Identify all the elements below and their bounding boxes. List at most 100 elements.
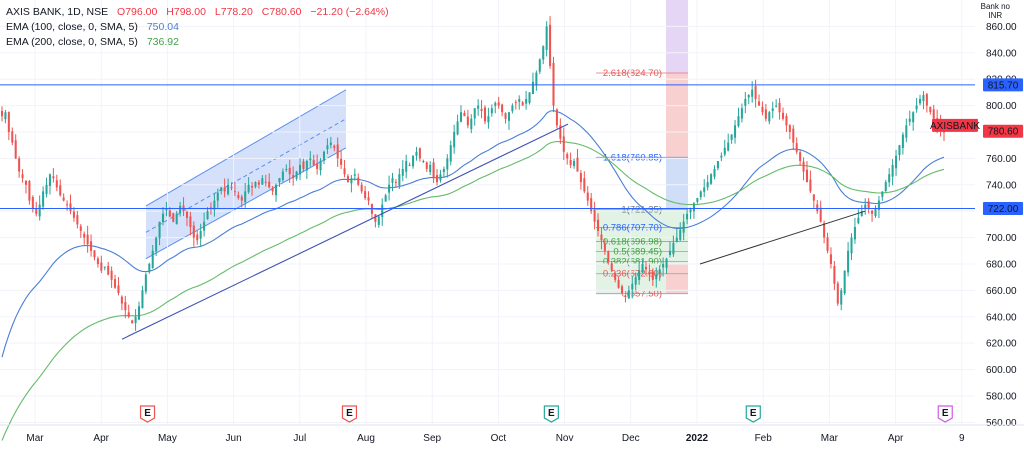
candle-body <box>28 181 31 201</box>
candle-body <box>925 94 928 106</box>
candle-body <box>490 108 493 114</box>
candle-body <box>329 142 332 145</box>
candle-body <box>155 237 158 252</box>
candle-body <box>96 258 99 264</box>
y-tick-label: 680.00 <box>986 259 1017 270</box>
candle-body <box>829 254 832 264</box>
candle-body <box>552 62 555 106</box>
candle-body <box>799 152 802 162</box>
candle-body <box>292 175 295 179</box>
candle-body <box>18 158 21 172</box>
candle-body <box>744 98 747 106</box>
fib-level-label: 1.618(760.85) <box>603 152 662 163</box>
price-axis[interactable]: 560.00 580.00 600.00 620.00 640.00 660.00 680.… <box>930 22 1023 429</box>
candle-body <box>209 207 212 209</box>
x-tick-label: Feb <box>755 433 773 444</box>
y-tick-label: 700.00 <box>986 233 1017 244</box>
trend-lines <box>121 123 866 340</box>
candle-body <box>93 250 96 258</box>
candle-body <box>624 295 627 297</box>
candle-body <box>333 145 336 148</box>
candle-body <box>24 180 28 185</box>
candle-body <box>792 128 795 143</box>
candle-body <box>278 178 281 183</box>
candle-body <box>713 168 716 177</box>
candle-body <box>521 102 524 106</box>
candle-body <box>288 167 291 175</box>
candle-body <box>600 234 603 241</box>
candle-body <box>422 161 425 163</box>
candle-body <box>696 197 699 202</box>
candle-body <box>120 296 123 304</box>
candle-body <box>631 283 634 290</box>
candle-body <box>555 109 558 126</box>
candle-body <box>264 181 267 183</box>
earnings-marker-label: E <box>942 408 949 419</box>
candle-body <box>134 316 137 324</box>
earnings-marker <box>543 405 559 423</box>
candle-body <box>836 283 839 304</box>
fibonacci-extension: 2.618(824.70) 1.618(760.85) 1(721.35) 0.786… <box>596 0 688 300</box>
candle-body <box>686 213 689 220</box>
candle-body <box>751 89 754 97</box>
fib-band-2618 <box>666 72 688 158</box>
candle-body <box>100 262 103 271</box>
price-label-box <box>983 124 1023 138</box>
x-tick-label: 9 <box>959 433 965 444</box>
candle-body <box>319 161 322 171</box>
fib-level-label: 2.618(824.70) <box>603 68 662 79</box>
candle-body <box>312 160 315 165</box>
candle-body <box>905 125 908 138</box>
candle-body <box>610 263 613 271</box>
symbol-title[interactable]: AXIS BANK, 1D, NSE <box>6 6 109 18</box>
earnings-marker-label: E <box>346 408 353 419</box>
candle-body <box>641 263 644 273</box>
y-tick-label: 740.00 <box>986 180 1017 191</box>
candle-body <box>775 105 778 107</box>
ohlc-high: H798.00 <box>166 6 206 18</box>
candle-body <box>483 107 487 122</box>
symbol-row: AXIS BANK, 1D, NSE O796.00 H798.00 L778.… <box>6 5 389 20</box>
candle-body <box>14 140 17 159</box>
candle-body <box>405 161 408 172</box>
candle-body <box>860 211 863 217</box>
ema100-row[interactable]: EMA (100, close, 0, SMA, 5) 750.04 <box>6 20 389 35</box>
candle-body <box>137 306 141 320</box>
candle-body <box>418 148 421 159</box>
candle-body <box>124 302 127 311</box>
candle-body <box>716 161 719 169</box>
ema100-label: EMA (100, close, 0, SMA, 5) <box>6 21 138 33</box>
candle-body <box>535 72 538 86</box>
candle-body <box>429 164 432 173</box>
candle-body <box>487 116 490 123</box>
candle-body <box>55 180 58 188</box>
candle-body <box>922 95 925 102</box>
earnings-marker <box>745 405 761 423</box>
candle-body <box>470 118 473 130</box>
ema-lines <box>1 110 945 441</box>
parallel-channel <box>145 89 347 260</box>
candle-body <box>507 112 510 121</box>
candle-body <box>346 176 349 183</box>
candle-body <box>638 270 641 280</box>
candle-body <box>316 163 319 169</box>
fib-level-label: 0.786(707.70) <box>603 222 662 233</box>
earnings-marker-label: E <box>750 408 757 419</box>
candle-body <box>131 320 134 324</box>
chart-legend: AXIS BANK, 1D, NSE O796.00 H798.00 L778.… <box>6 5 389 50</box>
fib-level-label: 0.382(681.90) <box>603 256 662 267</box>
y-tick-label: 620.00 <box>986 339 1017 350</box>
candle-body <box>761 106 764 113</box>
candle-body <box>42 191 45 207</box>
candle-body <box>203 221 206 231</box>
x-tick-label: Mar <box>821 433 839 444</box>
ema200-row[interactable]: EMA (200, close, 0, SMA, 5) 736.92 <box>6 35 389 50</box>
candle-body <box>528 92 531 103</box>
candle-body <box>648 271 651 275</box>
candle-body <box>871 210 874 214</box>
time-axis[interactable]: Mar Apr May Jun Jul Aug Sep Oct Nov Dec 2022 Feb Mar… <box>0 424 1024 444</box>
x-tick-label: Apr <box>93 433 109 444</box>
candle-body <box>83 233 86 238</box>
